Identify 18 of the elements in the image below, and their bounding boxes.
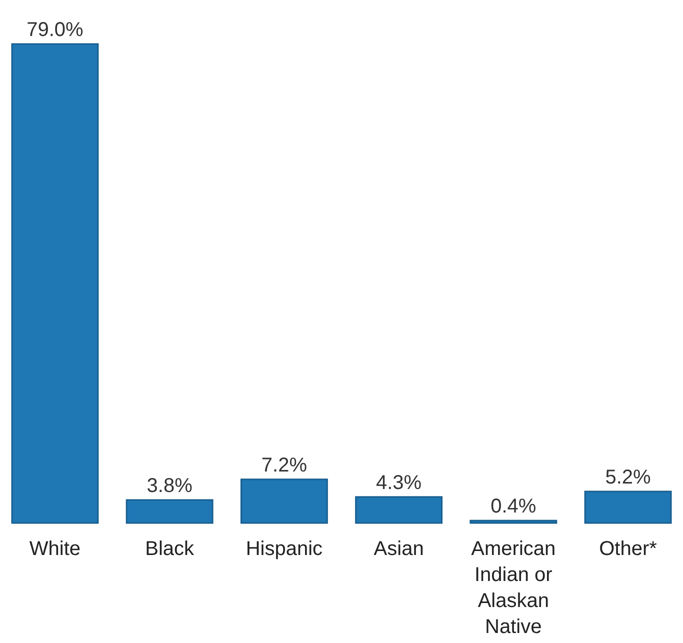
data-label: 3.8% — [146, 474, 193, 497]
x-tick-label: Hispanic — [246, 538, 323, 560]
x-tick-label: American Indian or Alaskan Native — [471, 538, 556, 638]
bar — [584, 490, 672, 524]
x-tick-label: Other* — [599, 538, 658, 560]
data-label: 7.2% — [261, 454, 308, 476]
x-tick-label: White — [29, 538, 81, 560]
data-label: 0.4% — [490, 496, 536, 518]
x-tick-label: Black — [145, 538, 196, 560]
data-label: 79.0% — [26, 19, 84, 41]
bar — [355, 496, 443, 524]
x-tick-label: Asian — [374, 538, 424, 560]
bar — [126, 499, 214, 524]
data-label: 5.2% — [605, 466, 652, 488]
bar — [470, 520, 558, 524]
bar — [240, 478, 328, 524]
data-label: 4.3% — [376, 472, 422, 494]
bar — [11, 43, 99, 524]
